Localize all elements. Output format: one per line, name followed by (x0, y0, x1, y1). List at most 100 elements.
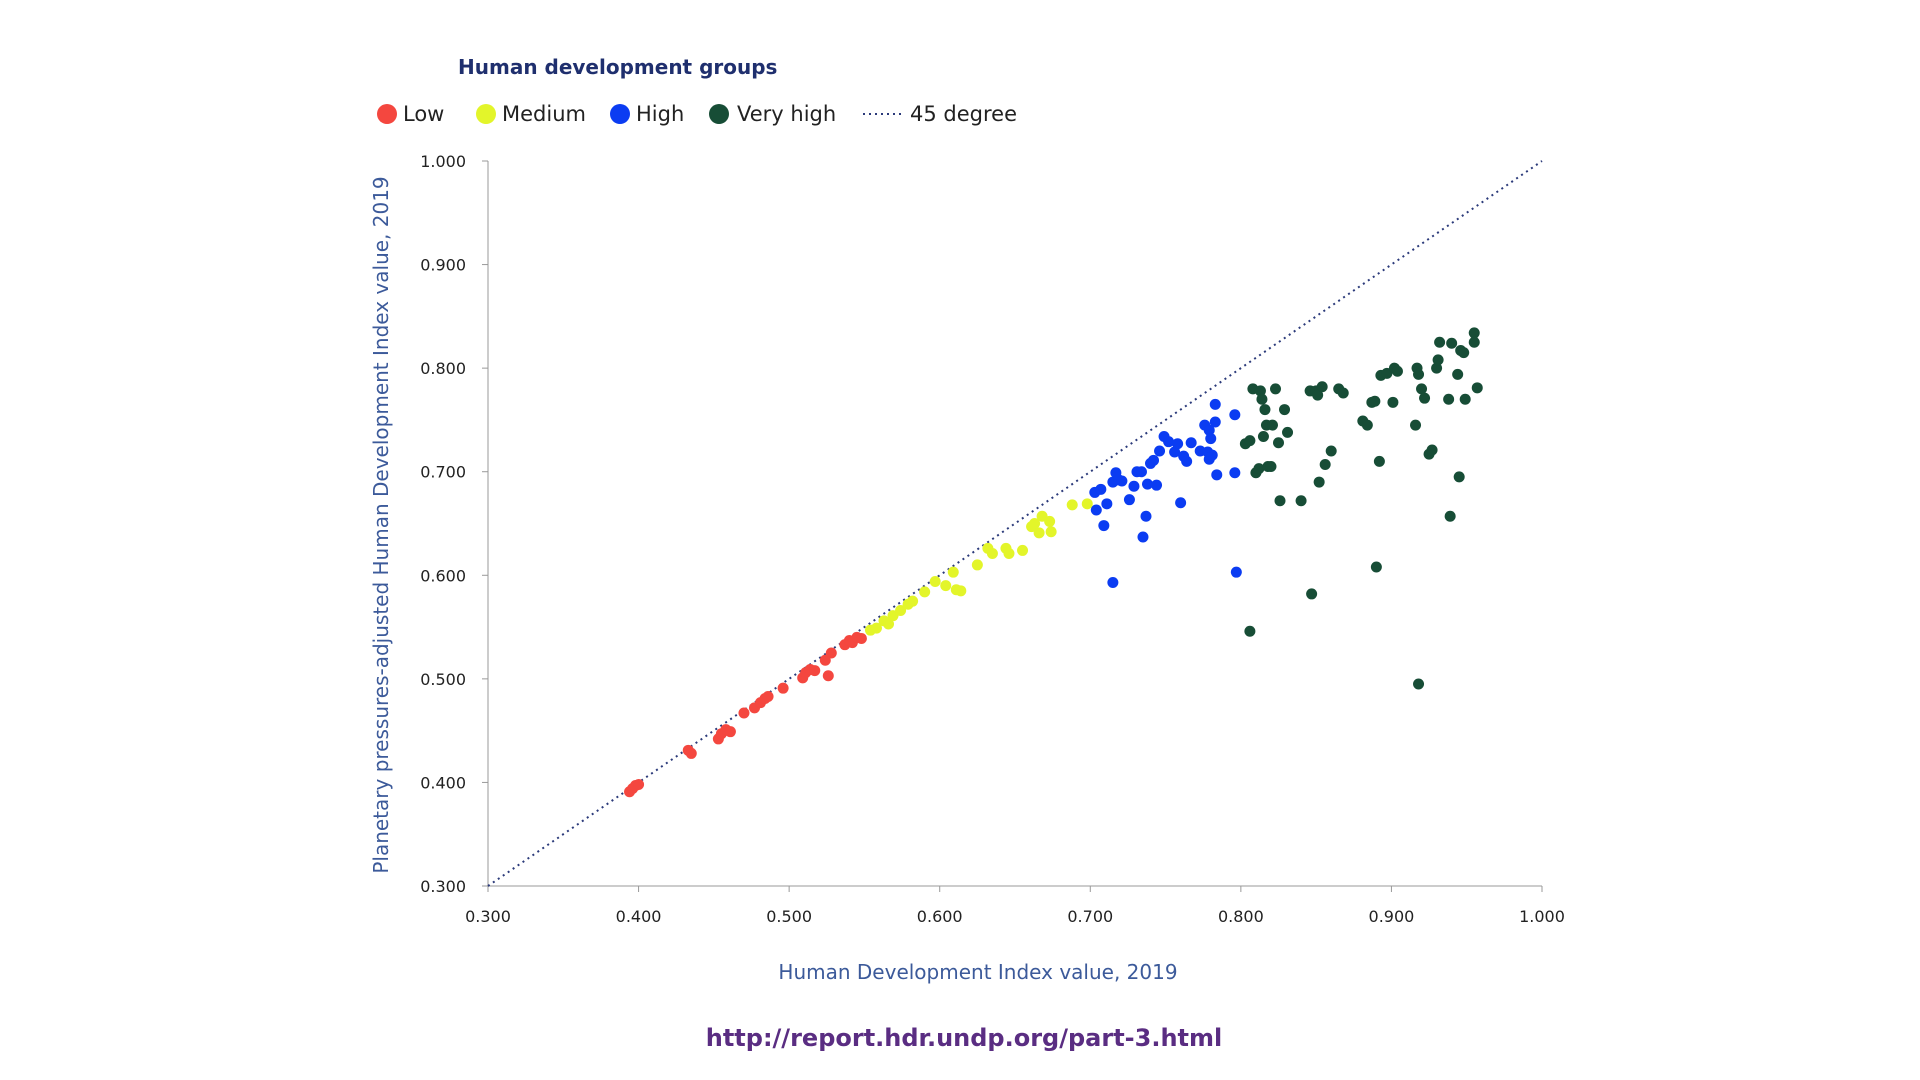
data-point-high (1142, 478, 1154, 490)
data-point-very-high (1387, 396, 1399, 408)
data-point-medium (1066, 499, 1078, 511)
data-point-medium (1044, 515, 1056, 527)
data-point-medium (1017, 544, 1029, 556)
x-axis-title: Human Development Index value, 2019 (778, 960, 1177, 984)
legend-marker-very-high (709, 104, 729, 124)
y-axis-title: Planetary pressures-adjusted Human Devel… (369, 176, 393, 873)
data-point-very-high (1444, 510, 1456, 522)
data-point-medium (1045, 526, 1057, 538)
data-point-low (762, 690, 774, 702)
data-point-very-high (1313, 476, 1325, 488)
legend-label-high: High (636, 102, 684, 126)
data-point-very-high (1274, 495, 1286, 507)
data-point-high (1107, 577, 1119, 589)
data-point-very-high (1468, 327, 1480, 339)
data-point-very-high (1295, 495, 1307, 507)
data-point-high (1148, 454, 1160, 466)
y-tick-label: 0.700 (420, 463, 466, 482)
data-point-very-high (1306, 588, 1318, 600)
data-point-medium (947, 566, 959, 578)
data-point-very-high (1325, 445, 1337, 457)
data-point-low (825, 647, 837, 659)
data-point-very-high (1370, 561, 1382, 573)
legend-label-45-degree: 45 degree (910, 102, 1017, 126)
data-point-high (1163, 436, 1175, 448)
data-point-low (738, 707, 750, 719)
data-point-medium (940, 580, 952, 592)
data-point-very-high (1419, 392, 1431, 404)
data-point-high (1172, 438, 1184, 450)
data-point-very-high (1316, 381, 1328, 393)
source-url[interactable]: http://report.hdr.undp.org/part-3.html (706, 1024, 1223, 1052)
data-point-very-high (1431, 362, 1443, 374)
axis-ticks: 0.300 0.400 0.500 0.600 0.700 0.800 0.900 1.000… (420, 152, 1565, 926)
data-point-very-high (1273, 437, 1284, 449)
data-point-high (1203, 424, 1215, 436)
data-point-low (822, 670, 834, 682)
data-point-medium (895, 605, 907, 616)
data-point-very-high (1265, 461, 1277, 473)
data-point-high (1169, 446, 1181, 458)
legend: Human development groups Low Medium High… (377, 55, 1017, 126)
data-point-very-high (1453, 471, 1465, 483)
data-point-high (1229, 467, 1241, 479)
data-point-very-high (1279, 404, 1291, 416)
x-tick-label: 0.700 (1067, 907, 1113, 926)
data-point-medium (870, 622, 882, 634)
data-points (624, 327, 1483, 798)
data-point-very-high (1391, 365, 1403, 377)
data-point-very-high (1319, 458, 1331, 470)
data-point-high (1230, 566, 1242, 578)
y-tick-label: 0.400 (420, 773, 466, 792)
data-point-very-high (1468, 336, 1480, 348)
data-point-very-high (1257, 431, 1269, 442)
data-point-high (1137, 531, 1149, 543)
data-point-very-high (1426, 444, 1438, 456)
data-point-very-high (1361, 419, 1373, 431)
data-point-high (1101, 498, 1113, 510)
legend-label-low: Low (403, 102, 444, 126)
data-point-low (633, 779, 645, 790)
data-point-very-high (1458, 347, 1470, 359)
data-point-very-high (1413, 368, 1425, 380)
data-point-high (1206, 449, 1218, 461)
data-point-very-high (1282, 426, 1294, 438)
data-point-low (855, 632, 867, 644)
data-point-very-high (1254, 385, 1266, 397)
data-point-high (1140, 510, 1152, 522)
legend-marker-low (377, 104, 397, 124)
x-tick-label: 0.800 (1218, 907, 1264, 926)
legend-label-medium: Medium (502, 102, 586, 126)
data-point-medium (919, 586, 931, 598)
data-point-high (1211, 469, 1223, 481)
y-tick-label: 0.800 (420, 359, 466, 378)
data-point-very-high (1256, 393, 1268, 405)
x-tick-label: 0.900 (1369, 907, 1415, 926)
x-tick-label: 0.500 (766, 907, 812, 926)
legend-marker-medium (476, 104, 496, 124)
data-point-medium (955, 585, 967, 597)
data-point-very-high (1369, 395, 1381, 407)
y-tick-label: 1.000 (420, 152, 466, 171)
data-point-very-high (1410, 419, 1422, 431)
y-tick-label: 0.600 (420, 566, 466, 585)
data-point-low (819, 654, 831, 666)
data-point-high (1116, 475, 1128, 487)
data-point-very-high (1269, 383, 1281, 395)
data-point-low (777, 682, 789, 694)
data-point-medium (971, 559, 983, 571)
data-point-high (1135, 466, 1147, 478)
data-point-high (1154, 445, 1166, 457)
data-point-very-high (1244, 625, 1256, 637)
y-tick-label: 0.900 (420, 256, 466, 275)
data-point-high (1205, 433, 1217, 445)
data-point-high (1229, 409, 1241, 421)
data-point-high (1209, 416, 1221, 428)
data-point-high (1123, 494, 1135, 506)
data-point-very-high (1259, 404, 1271, 416)
data-point-very-high (1266, 419, 1278, 431)
data-point-very-high (1446, 337, 1458, 349)
data-point-very-high (1471, 382, 1483, 394)
